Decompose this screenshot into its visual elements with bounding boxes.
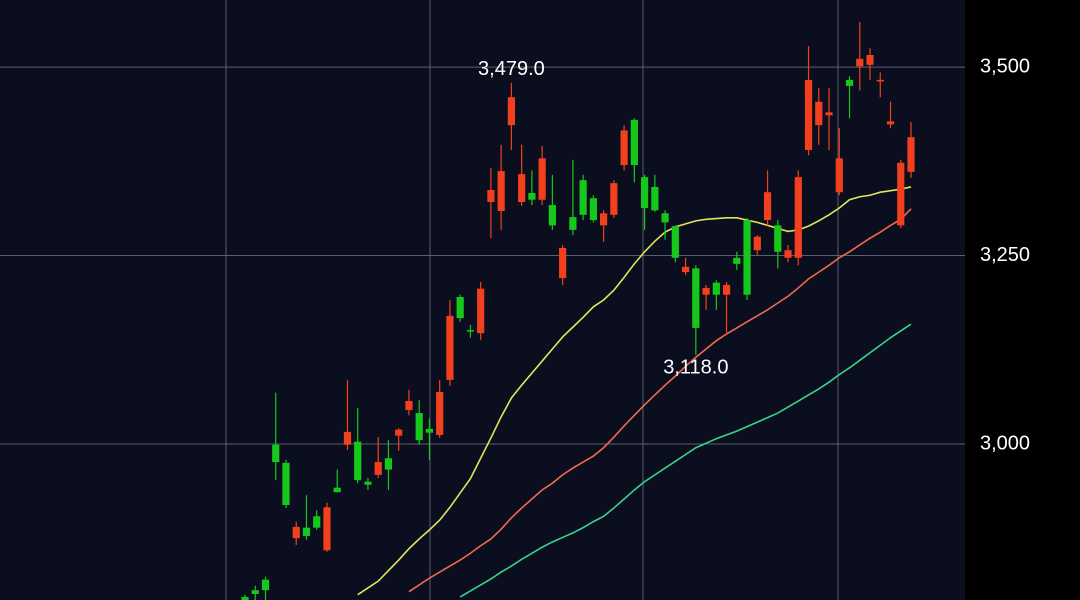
candle-body: [589, 198, 597, 221]
candle-body: [446, 315, 454, 380]
candle-body: [507, 97, 515, 126]
candle-body: [384, 458, 393, 470]
candle-body: [487, 189, 495, 203]
candle-body: [548, 205, 556, 226]
candle-body: [712, 282, 720, 295]
candle-body: [845, 79, 854, 86]
candle-body: [313, 516, 321, 528]
candle-body: [661, 213, 669, 223]
candle-body: [753, 236, 761, 251]
candle-body: [856, 58, 864, 67]
candle-body: [272, 444, 280, 463]
candle-body: [497, 171, 505, 212]
candle-body: [671, 226, 679, 258]
candle-body: [651, 186, 659, 211]
candle-body: [251, 590, 259, 594]
candle-body: [364, 481, 372, 485]
y-tick-label: 3,500: [980, 55, 1030, 77]
axis-panel: [965, 0, 1080, 600]
candle-body: [743, 220, 751, 295]
candle-body: [395, 429, 403, 436]
candle-body: [722, 284, 731, 295]
candle-body: [886, 121, 895, 125]
candle-body: [876, 79, 884, 82]
candle-body: [641, 177, 649, 209]
candle-body: [897, 162, 905, 226]
candle-body: [518, 174, 526, 203]
y-tick-label: 3,000: [980, 432, 1030, 454]
candle-body: [815, 101, 823, 126]
plot-area: [0, 21, 965, 600]
candle-body: [763, 192, 772, 221]
candle-body: [436, 391, 444, 435]
candle-body: [774, 225, 782, 252]
candle-body: [528, 192, 536, 200]
candle-body: [456, 296, 464, 319]
candle-body: [302, 527, 311, 536]
candle-body: [579, 180, 587, 215]
candle-body: [292, 526, 300, 539]
candle-body: [261, 579, 270, 591]
candle-body: [405, 401, 413, 411]
candle-body: [692, 268, 700, 328]
candle-body: [343, 431, 352, 445]
candle-body: [323, 507, 331, 551]
candle-body: [907, 137, 915, 172]
candle-body: [466, 330, 475, 332]
candle-body: [825, 112, 833, 116]
candle-body: [374, 462, 382, 475]
price-annotation: 3,118.0: [663, 356, 728, 378]
candle-body: [610, 183, 618, 215]
candle-body: [569, 217, 577, 230]
candle-body: [559, 247, 567, 279]
candle-body: [282, 462, 290, 506]
moving-average-line: [408, 208, 912, 593]
candle-body: [835, 158, 843, 193]
candle-body: [784, 250, 792, 258]
candle-body: [630, 119, 638, 166]
candle-body: [333, 487, 341, 493]
candle-body: [477, 288, 485, 334]
candle-body: [702, 287, 710, 295]
y-tick-label: 3,250: [980, 244, 1030, 266]
candle-body: [538, 158, 546, 200]
candle-body: [681, 266, 690, 273]
candle-body: [794, 177, 802, 258]
candle-body: [620, 130, 628, 166]
candle-body: [733, 257, 741, 264]
price-annotation: 3,479.0: [478, 58, 545, 80]
candle-body: [241, 596, 249, 600]
candle-body: [600, 213, 608, 226]
moving-average-line: [357, 186, 912, 596]
candle-body: [804, 79, 813, 150]
candle-body: [866, 55, 874, 65]
candle-body: [415, 413, 423, 441]
moving-average-line: [459, 323, 912, 598]
candle-body: [354, 441, 362, 481]
candle-body: [425, 428, 434, 433]
